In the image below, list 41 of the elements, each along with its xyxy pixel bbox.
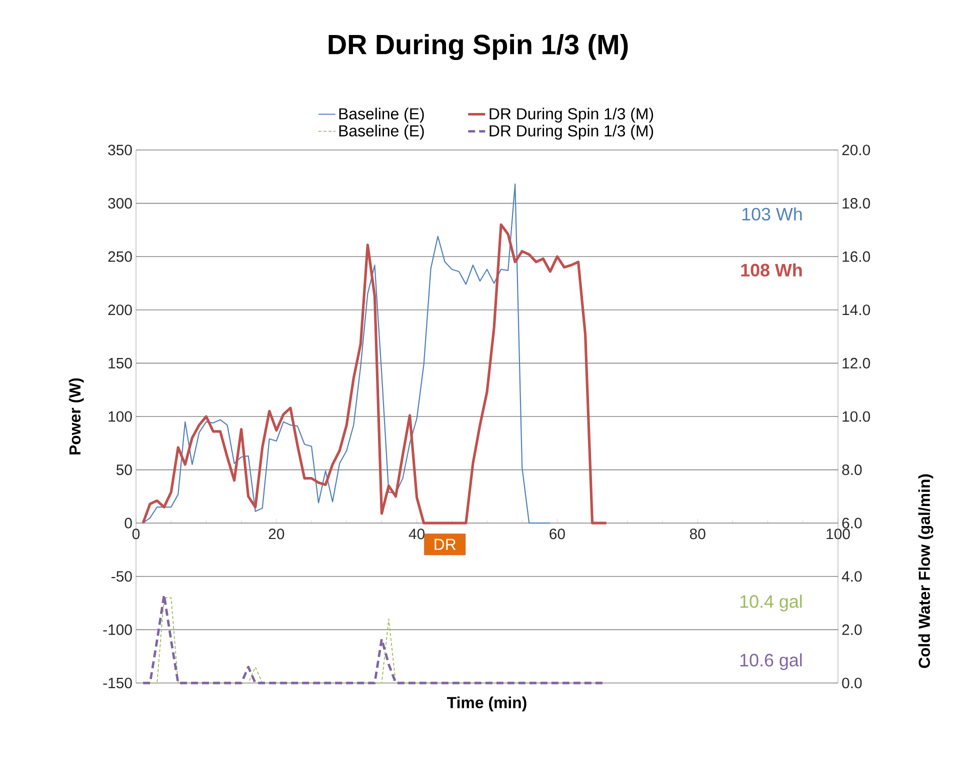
y-tick-label: -150	[103, 678, 132, 688]
y-axis-title: Power (W)	[68, 378, 84, 454]
x-tick-label: 100	[826, 528, 850, 540]
annotation: DR	[434, 538, 456, 550]
annotation: 103 Wh	[742, 207, 802, 221]
y2-tick-label: 10.0	[842, 411, 870, 422]
y2-tick-label: 18.0	[842, 198, 870, 209]
y-tick-label: 0	[124, 518, 132, 528]
y-tick-label: 200	[108, 304, 132, 316]
y2-tick-label: 2.0	[842, 624, 862, 635]
legend-label: Baseline (E)	[339, 124, 424, 140]
y2-tick-label: 14.0	[842, 304, 870, 316]
y2-tick-label: 0.0	[842, 678, 862, 688]
x-tick-label: 60	[550, 528, 565, 540]
y2-axis-title: Cold Water Flow (gal/min)	[918, 474, 934, 668]
x-axis-title: Time (min)	[447, 696, 526, 712]
y-tick-label: 150	[108, 358, 132, 368]
annotation: 108 Wh	[741, 263, 802, 277]
annotation: 10.4 gal	[740, 594, 802, 612]
legend-label: DR During Spin 1/3 (M)	[490, 124, 654, 140]
legend-label: DR During Spin 1/3 (M)	[490, 108, 654, 123]
x-tick-label: 20	[268, 528, 284, 540]
chart-title: DR During Spin 1/3 (M)	[328, 34, 628, 60]
y2-tick-label: 8.0	[842, 464, 862, 476]
y2-tick-label: 12.0	[842, 358, 870, 368]
y2-tick-label: 6.0	[842, 518, 862, 528]
x-tick-label: 40	[408, 528, 425, 540]
y-tick-label: 50	[116, 464, 132, 476]
y2-tick-label: 20.0	[842, 144, 870, 156]
y2-tick-label: 4.0	[842, 571, 862, 582]
y-tick-label: -50	[112, 571, 132, 582]
x-tick-label: 80	[690, 528, 706, 540]
legend-label: Baseline (E)	[339, 108, 424, 123]
y-tick-label: 250	[108, 251, 132, 262]
x-tick-label: 0	[132, 528, 140, 540]
y-tick-label: 350	[108, 144, 132, 156]
y2-tick-label: 16.0	[842, 251, 870, 262]
y-tick-label: 100	[108, 411, 132, 422]
annotation: 10.6 gal	[740, 653, 802, 670]
y-tick-label: 300	[108, 198, 132, 209]
y-tick-label: -100	[103, 624, 132, 635]
